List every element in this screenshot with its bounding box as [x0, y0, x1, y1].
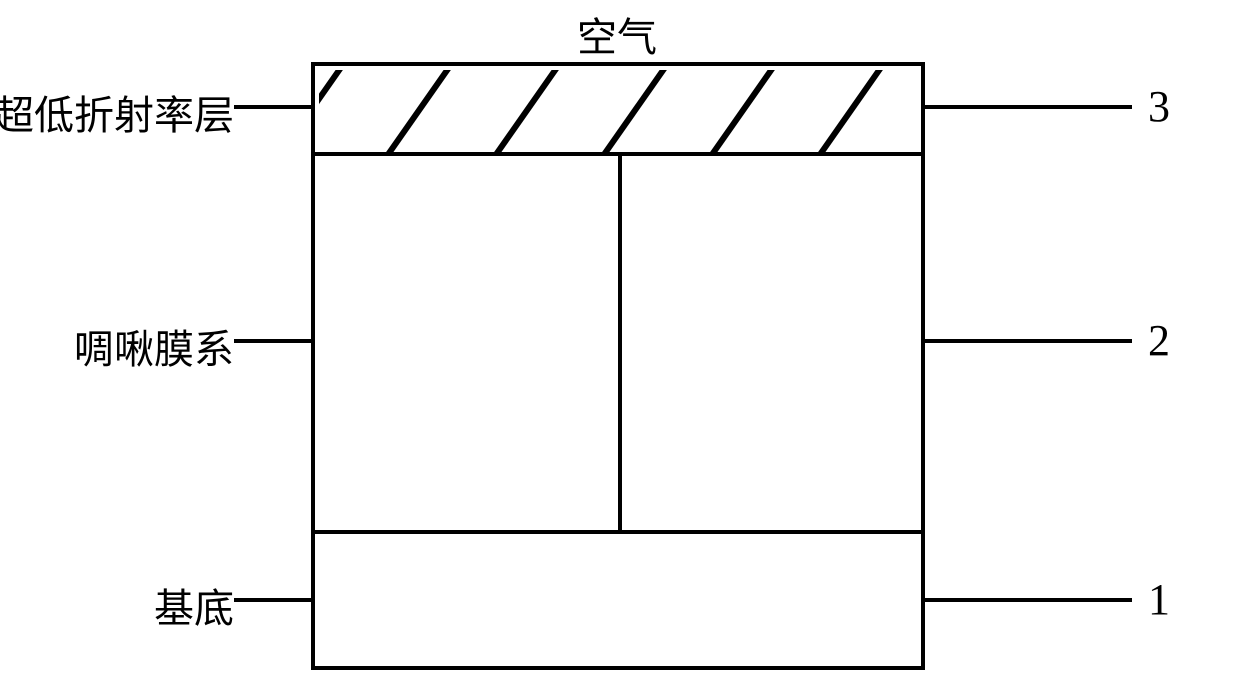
- layer3-right-label: 3: [1148, 81, 1170, 132]
- layer1-left-label: 基底: [154, 576, 234, 634]
- layer3-box: [311, 62, 925, 156]
- top-environment-label: 空气: [577, 5, 657, 63]
- layer2-right-label: 2: [1148, 315, 1170, 366]
- layer3-left-lead: [234, 105, 311, 109]
- layer2-left-label: 啁啾膜系: [74, 317, 234, 375]
- layer3-right-lead: [925, 105, 1132, 109]
- layer1-left-lead: [234, 598, 311, 602]
- layer1-box: [311, 530, 925, 670]
- layer3-hatch: [319, 70, 925, 156]
- layer1-right-lead: [925, 598, 1132, 602]
- layer1-right-label: 1: [1148, 574, 1170, 625]
- layer2-left-lead: [234, 339, 311, 343]
- layer2-right-lead: [925, 339, 1132, 343]
- layer3-left-label: 超低折射率层: [0, 83, 234, 141]
- layer2-internal-divider: [618, 156, 622, 530]
